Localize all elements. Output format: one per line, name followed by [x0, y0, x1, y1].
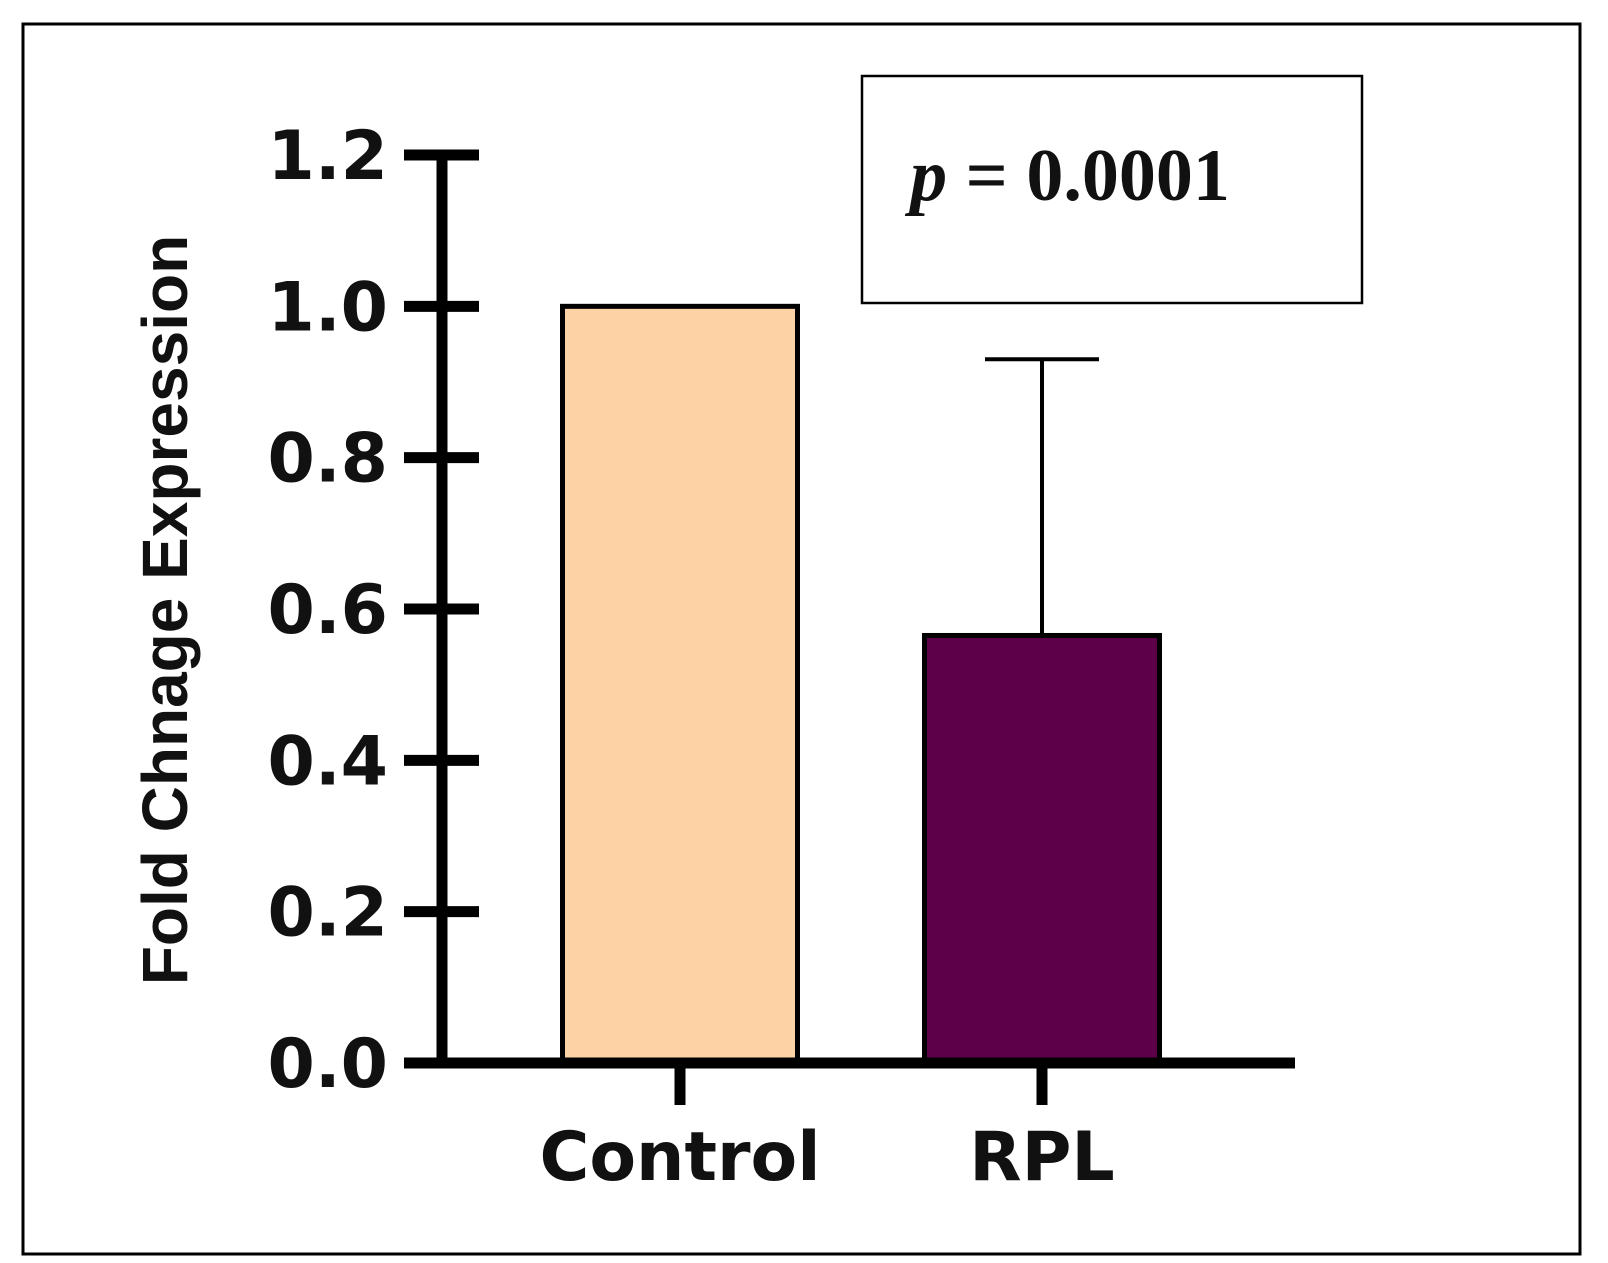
y-tick-label: 0.4	[268, 722, 388, 801]
bar-rpl	[922, 632, 1162, 1066]
p-value-text: p = 0.0001	[904, 135, 1230, 217]
p-value-label: = 0.0001	[947, 135, 1230, 217]
x-category-label: RPL	[969, 1118, 1115, 1197]
y-tick-label: 1.2	[268, 117, 388, 196]
y-tick-label: 0.6	[268, 571, 388, 650]
y-axis-label: Fold Chnage Expression	[129, 235, 201, 985]
p-value-box: p = 0.0001	[860, 74, 1364, 305]
y-tick-label: 0.0	[268, 1025, 388, 1104]
bars-layer	[560, 303, 1162, 1066]
p-symbol: p	[904, 135, 947, 217]
x-category-label: Control	[539, 1118, 820, 1197]
y-ticks-layer: 0.0 0.2 0.4 0.6 0.8 1.0 1.2	[268, 117, 479, 1104]
y-tick-label: 1.0	[268, 268, 388, 347]
y-tick-label: 0.2	[268, 874, 388, 953]
y-tick-label: 0.8	[268, 420, 388, 499]
p-value-box-frame	[860, 74, 1364, 305]
x-categories-layer: Control RPL	[539, 1063, 1115, 1197]
error-bars-layer	[985, 357, 1099, 636]
bar-control	[560, 303, 800, 1066]
y-axis-label-group: Fold Chnage Expression	[129, 235, 201, 985]
